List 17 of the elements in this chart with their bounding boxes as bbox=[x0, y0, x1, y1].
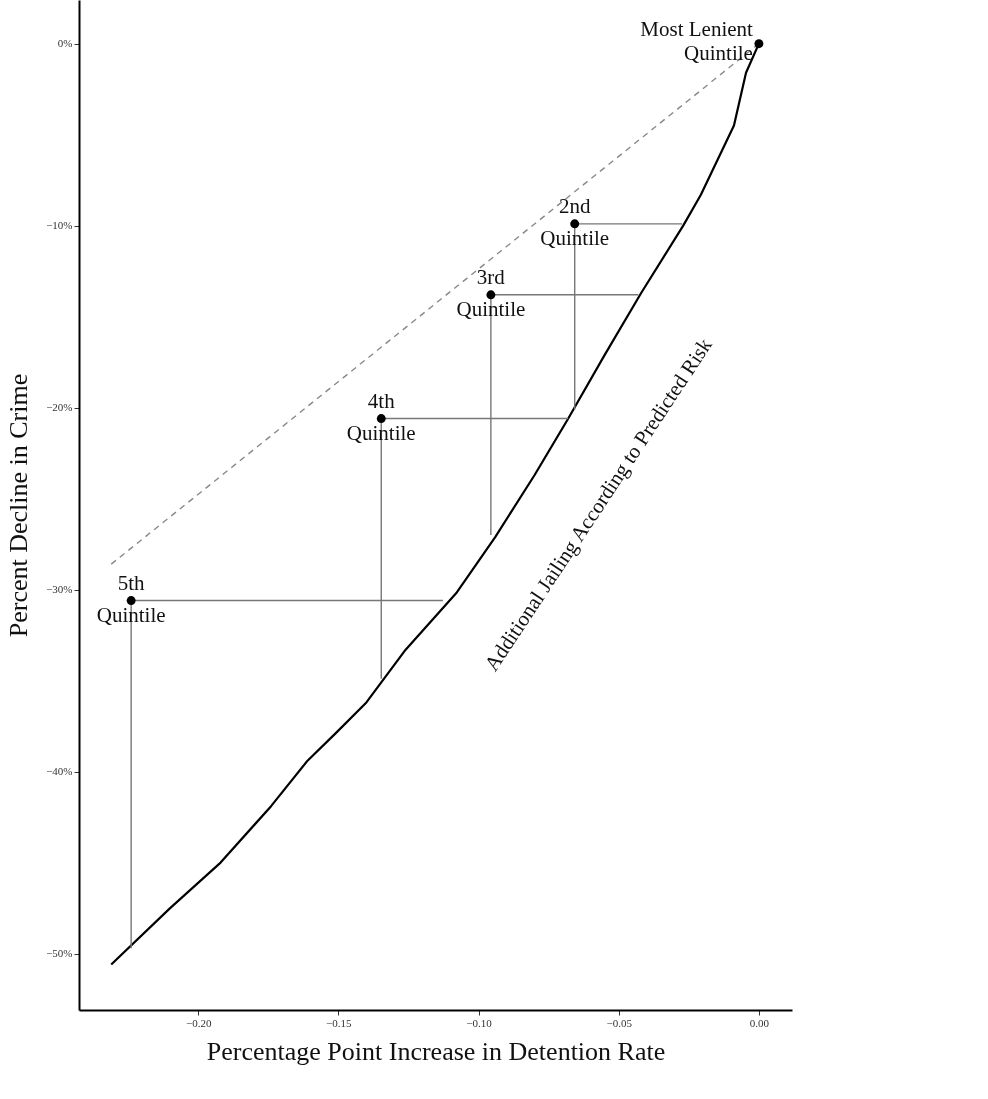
y-tick-label: −10% bbox=[46, 219, 73, 232]
x-tick-label: 0.00 bbox=[749, 1016, 770, 1029]
annotation: Most Lenient Quintile bbox=[640, 16, 754, 65]
y-tick-label: 0% bbox=[57, 37, 73, 50]
x-tick-label: −0.20 bbox=[185, 1016, 212, 1029]
x-axis-title: Percentage Point Increase in Detention Rate bbox=[206, 1036, 666, 1066]
annotation: 5th Quintile bbox=[96, 570, 166, 627]
y-tick-label: −30% bbox=[46, 583, 73, 596]
x-tick-label: −0.10 bbox=[466, 1016, 493, 1029]
y-tick-label: −20% bbox=[46, 401, 73, 414]
y-axis-title: Percent Decline in Crime bbox=[4, 373, 34, 638]
annotation: 4th Quintile bbox=[346, 388, 416, 445]
x-tick-label: −0.15 bbox=[326, 1016, 353, 1029]
y-tick-label: −50% bbox=[46, 947, 73, 960]
annotation: 3rd Quintile bbox=[456, 264, 526, 321]
x-tick-label: −0.05 bbox=[606, 1016, 633, 1029]
y-tick-label: −40% bbox=[46, 765, 73, 778]
